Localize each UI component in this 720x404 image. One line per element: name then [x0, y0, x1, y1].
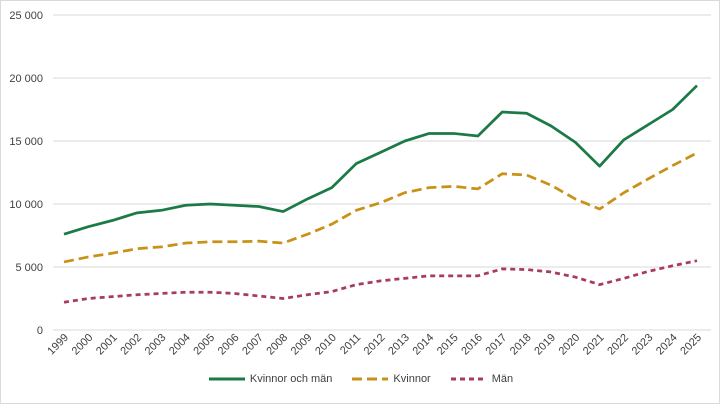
- x-axis-tick-label: 1999: [45, 332, 71, 358]
- series-line-kvinnor-och-man: [63, 84, 698, 236]
- chart-legend: Kvinnor och män Kvinnor Män: [1, 373, 719, 385]
- legend-line-swatch-kvinnor: [352, 377, 389, 381]
- y-axis-tick-label: 25 000: [9, 10, 43, 22]
- x-axis-tick-label: 2008: [264, 332, 290, 358]
- x-axis-tick-label: 2024: [654, 332, 680, 358]
- series-line-man: [63, 259, 698, 304]
- y-axis-tick-label: 0: [37, 325, 43, 337]
- x-axis-tick-label: 2007: [240, 332, 266, 358]
- x-axis-tick-label: 2009: [289, 332, 315, 358]
- legend-line-swatch-man: [450, 377, 487, 381]
- x-axis-tick-label: 2017: [484, 332, 510, 358]
- series-line-kvinnor: [63, 151, 698, 264]
- x-axis-tick-label: 2014: [411, 332, 437, 358]
- y-axis-tick-label: 15 000: [9, 136, 43, 148]
- y-axis-tick-label: 20 000: [9, 73, 43, 85]
- x-axis-tick-label: 2018: [508, 332, 534, 358]
- x-axis-tick-label: 2023: [630, 332, 656, 358]
- legend-line-swatch-kvinnor-och-man: [208, 377, 245, 381]
- legend-label-kvinnor: Kvinnor: [393, 373, 431, 385]
- y-axis-tick-label: 10 000: [9, 199, 43, 211]
- x-axis-tick-label: 2000: [70, 332, 96, 358]
- x-axis-tick-label: 2021: [581, 332, 607, 358]
- y-axis-tick-label: 5 000: [15, 262, 43, 274]
- legend-label-man: Män: [491, 373, 514, 385]
- legend-item-kvinnor: Kvinnor: [352, 373, 431, 385]
- legend-item-man: Män: [450, 373, 514, 385]
- x-axis-tick-label: 2003: [143, 332, 169, 358]
- x-axis-tick-label: 2019: [532, 332, 558, 358]
- x-axis-tick-label: 2001: [94, 332, 120, 358]
- x-axis-tick-label: 2004: [167, 332, 193, 358]
- x-axis-tick-label: 2015: [435, 332, 461, 358]
- x-axis-tick-label: 2016: [459, 332, 485, 358]
- x-axis-tick-label: 2011: [338, 332, 363, 357]
- x-axis-tick-label: 2022: [605, 332, 631, 358]
- x-axis-tick-label: 2013: [386, 332, 412, 358]
- x-axis-tick-label: 2010: [313, 332, 339, 358]
- x-axis-tick-label: 2006: [216, 332, 242, 358]
- x-axis-tick-label: 2002: [118, 332, 144, 358]
- x-axis-tick-label: 2020: [557, 332, 583, 358]
- x-axis-tick-label: 2012: [362, 332, 388, 358]
- legend-item-kvinnor-och-man: Kvinnor och män: [208, 373, 333, 385]
- x-axis-tick-label: 2005: [191, 332, 217, 358]
- legend-label-kvinnor-och-man: Kvinnor och män: [249, 373, 333, 385]
- x-axis-tick-label: 2025: [678, 332, 704, 358]
